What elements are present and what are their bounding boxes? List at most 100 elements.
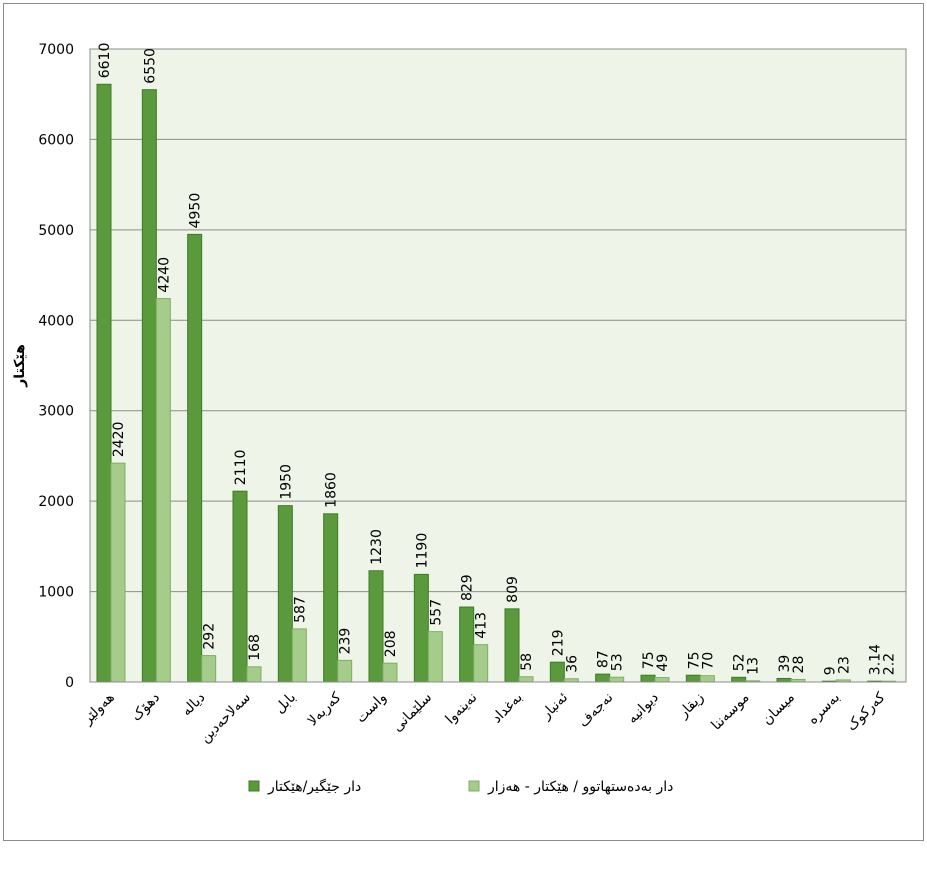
- legend-label-series-1: دار جێگیر/هێکتار: [267, 778, 361, 795]
- data-label: 1950: [278, 464, 294, 500]
- x-category-label: بەغداد: [489, 690, 526, 727]
- y-tick-label: 1000: [38, 585, 74, 601]
- data-label: 1230: [369, 529, 385, 565]
- bar-productive: [518, 676, 534, 683]
- bar-productive: [155, 298, 171, 683]
- bar-productive: [382, 662, 398, 683]
- x-category-label: کەرکوک: [844, 689, 889, 734]
- data-label: 13: [746, 657, 762, 675]
- x-category-label: زیقار: [675, 690, 707, 722]
- data-label: 1860: [324, 472, 340, 508]
- data-label: 28: [791, 656, 807, 674]
- x-category-label: هەولێر: [79, 690, 118, 729]
- legend-swatch-series-1: [248, 780, 260, 792]
- data-labels: 6610 2420 6550 4240 4950 292 2110 168 1950 587 186…: [97, 43, 898, 676]
- x-category-label: سلێمانی: [390, 690, 436, 736]
- data-label: 168: [247, 634, 263, 661]
- legend-label-series-2: دار بەدەستهاتوو / هێکتار - هەزار: [487, 779, 673, 795]
- bar-productive: [427, 631, 443, 683]
- bar-productive: [291, 628, 307, 683]
- bar-productive: [699, 675, 715, 683]
- bar-productive: [473, 644, 489, 683]
- x-category-label: کەربەلا: [305, 689, 345, 729]
- bar-productive: [246, 666, 262, 683]
- data-label: 4240: [156, 257, 172, 293]
- y-tick-label: 6000: [38, 132, 74, 148]
- bar-productive: [201, 655, 217, 683]
- data-label: 75: [686, 651, 702, 669]
- x-category-label: ئەنبار: [538, 689, 572, 723]
- bar-fixed: [459, 606, 475, 683]
- bar-fixed: [277, 505, 293, 683]
- data-label: 39: [777, 655, 793, 673]
- bar-fixed: [595, 673, 611, 683]
- data-label: 809: [505, 576, 521, 603]
- data-label: 292: [202, 623, 218, 650]
- bar-fixed: [685, 674, 701, 683]
- chart-frame: 0 1000 2000 3000 4000 5000 6000 7000 هێکتار 661…: [3, 3, 924, 841]
- y-tick-label: 7000: [38, 42, 74, 58]
- data-label: 219: [550, 629, 566, 656]
- y-tick-label: 2000: [38, 494, 74, 510]
- data-label: 53: [610, 653, 626, 671]
- data-label: 2.2: [882, 653, 898, 675]
- bar-fixed: [640, 674, 656, 683]
- x-category-label: بابل: [272, 690, 299, 717]
- y-tick-label: 0: [65, 675, 74, 691]
- plot-area: [89, 48, 907, 683]
- bar-fixed: [368, 570, 384, 683]
- data-label: 2110: [233, 450, 249, 486]
- data-label: 2420: [111, 422, 127, 458]
- y-axis-label: هێکتار: [12, 344, 28, 388]
- bar-chart: 0 1000 2000 3000 4000 5000 6000 7000 هێکتار 661…: [12, 42, 907, 795]
- data-label: 70: [700, 652, 716, 670]
- data-label: 6550: [142, 48, 158, 84]
- data-label: 9: [822, 666, 838, 675]
- bar-productive: [110, 462, 126, 683]
- data-label: 587: [292, 596, 308, 623]
- data-label: 829: [460, 574, 476, 601]
- bar-fixed: [96, 83, 112, 683]
- bar-productive: [654, 677, 670, 683]
- legend: دار جێگیر/هێکتار دار بەدەستهاتوو / هێکتا…: [248, 778, 673, 795]
- data-label: 49: [655, 654, 671, 672]
- data-label: 23: [836, 656, 852, 674]
- y-tick-label: 5000: [38, 223, 74, 239]
- bar-fixed: [776, 677, 792, 683]
- bars: [96, 83, 897, 683]
- data-label: 3.14: [868, 644, 884, 675]
- legend-swatch-series-2: [468, 780, 480, 792]
- x-category-label: بەسرە: [805, 690, 843, 728]
- y-tick-label: 3000: [38, 404, 74, 420]
- x-category-label: میسان: [759, 690, 798, 729]
- x-category-label: دیوانیە: [624, 690, 661, 727]
- bar-fixed: [549, 661, 565, 683]
- bar-fixed: [323, 513, 339, 683]
- y-tick-label: 4000: [38, 313, 74, 329]
- data-label: 58: [519, 653, 535, 671]
- data-label: 36: [564, 655, 580, 673]
- bar-fixed: [232, 490, 248, 683]
- data-label: 4950: [188, 193, 204, 229]
- data-label: 208: [383, 630, 399, 657]
- x-category-label: موسەننا: [708, 690, 752, 734]
- bar-fixed: [187, 233, 203, 683]
- x-category-label: نەجەف: [575, 690, 616, 731]
- data-label: 6610: [97, 43, 113, 79]
- bar-fixed: [413, 573, 429, 683]
- bar-fixed: [731, 676, 747, 683]
- data-label: 413: [474, 612, 490, 639]
- data-label: 1190: [414, 533, 430, 569]
- data-label: 52: [732, 653, 748, 671]
- data-label: 239: [338, 628, 354, 655]
- y-axis-ticks: 0 1000 2000 3000 4000 5000 6000 7000: [38, 42, 74, 691]
- bar-productive: [337, 659, 353, 683]
- bar-fixed: [504, 608, 520, 683]
- data-label: 557: [428, 599, 444, 626]
- x-category-label: واست: [353, 690, 390, 727]
- x-category-label: دهۆک: [128, 690, 163, 725]
- gridlines: [90, 48, 906, 593]
- x-category-label: دیالە: [179, 690, 209, 720]
- data-label: 75: [641, 651, 657, 669]
